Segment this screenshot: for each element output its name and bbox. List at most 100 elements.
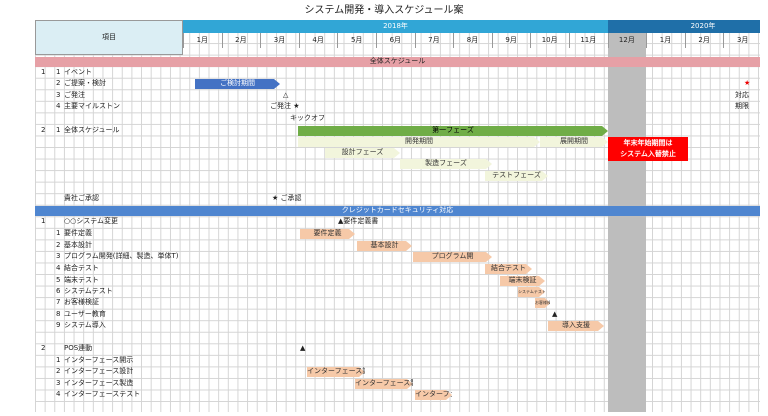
year-label: 2020年 [690, 22, 716, 30]
phase-bar [413, 252, 492, 262]
row-sub-number: 2 [56, 367, 61, 375]
row-label: POS連動 [64, 344, 93, 352]
phase-label: インターフェース設計 [307, 367, 365, 375]
milestone-mark: ご発注 ★ [270, 102, 300, 110]
row-sub-number: 7 [56, 298, 61, 306]
phase-bar [307, 367, 365, 377]
phase-label: 開発期間 [405, 137, 433, 145]
phase-label: インターフェース製造 [355, 379, 413, 387]
item-header: 項目 [102, 33, 116, 41]
section-title: クレジットカードセキュリティ対応 [341, 206, 454, 214]
notice-text: システム入替禁止 [620, 150, 676, 158]
row-number: 2 [41, 344, 46, 352]
title: システム開発・導入スケジュール案 [304, 5, 464, 16]
row-sub-number: 9 [56, 321, 61, 329]
phase-label: 要件定義 [313, 229, 342, 237]
row-number: 1 [41, 217, 46, 225]
row-sub-number: 3 [56, 91, 61, 99]
phase-bar [548, 321, 604, 331]
row-sub-number: 4 [56, 264, 61, 272]
month-cell [260, 33, 299, 48]
row-label: 要件定義 [64, 229, 92, 237]
phase-bar [485, 264, 532, 274]
phase-bar [298, 126, 608, 136]
phase-bar [300, 229, 355, 239]
milestone-mark: キックオフ [290, 114, 325, 122]
month-label: 1月 [659, 36, 672, 44]
phase-bar [518, 287, 545, 297]
year-band [183, 20, 608, 33]
milestone-mark: △ [283, 91, 289, 99]
section-band [35, 206, 760, 216]
phase-bar [415, 390, 452, 400]
row-label: 基本設計 [64, 241, 92, 249]
milestone-mark: ★ [744, 79, 751, 87]
phase-label: インターフェーステスト [415, 390, 452, 398]
row-number: 1 [41, 68, 46, 76]
month-label: 6月 [389, 36, 402, 44]
row-label: インターフェース開示 [64, 356, 134, 364]
section-band [35, 57, 760, 67]
phase-bar [195, 79, 280, 89]
month-cell [183, 33, 222, 48]
phase-bar [535, 298, 550, 308]
month-cell [298, 33, 338, 48]
month-label: 1月 [196, 36, 209, 44]
month-label: 4月 [312, 36, 324, 44]
row-sub-number: 4 [56, 390, 61, 398]
milestone-mark: ★ ご承認 [272, 194, 302, 202]
phase-label: 結合テスト [491, 264, 526, 272]
month-cell [684, 33, 724, 48]
row-sub-number: 8 [56, 310, 61, 318]
month-label: 2月 [698, 36, 710, 44]
month-cell [723, 33, 762, 48]
row-number: 2 [41, 126, 46, 134]
row-label: インターフェース製造 [64, 379, 134, 387]
row-label: インターフェース設計 [64, 367, 134, 375]
row-label: システムテスト [64, 287, 113, 295]
year-band [608, 20, 760, 33]
row-label: イベント [64, 68, 92, 76]
month-cell [491, 33, 531, 48]
phase-bar [400, 159, 492, 169]
month-cell [221, 33, 261, 48]
month-cell [453, 33, 492, 48]
notice-text: 年末年始期間は [623, 139, 673, 147]
row-label: ご提案・検討 [64, 79, 106, 87]
row-sub-number: 2 [56, 241, 61, 249]
month-label: 11月 [580, 36, 597, 44]
holiday-column [608, 33, 646, 412]
month-label: 3月 [273, 36, 286, 44]
row-sub-number: 2 [56, 79, 61, 87]
phase-label: 端末検証 [508, 276, 537, 284]
phase-label: プログラム開 [431, 252, 474, 260]
phase-bar [357, 241, 412, 251]
month-label: 10月 [541, 36, 558, 44]
row-sub-number: 1 [56, 229, 61, 237]
notice-box [608, 137, 688, 161]
row-label: システム導入 [64, 321, 106, 329]
row-label: お客様検証 [64, 298, 99, 306]
phase-label: 第一フェーズ [432, 126, 474, 134]
month-cell [337, 33, 376, 48]
phase-label: システムテスト [518, 289, 545, 294]
milestone-mark: ▲要件定義書 [338, 217, 379, 225]
month-cell [646, 33, 685, 48]
month-cell [414, 33, 454, 48]
phase-bar [325, 148, 400, 158]
row-label: ご発注 [64, 91, 85, 99]
milestone-mark: ▲ [552, 310, 558, 318]
month-label: 5月 [350, 36, 363, 44]
phase-label: 基本設計 [370, 241, 399, 249]
row-label: 端末テスト [64, 276, 99, 284]
month-label: 2月 [235, 36, 247, 44]
month-cell [607, 33, 647, 48]
month-cell [569, 33, 608, 48]
milestone-mark: 期限 [735, 102, 749, 110]
row-label: プログラム開発(詳細、製造、単体T) [64, 252, 179, 260]
row-sub-number: 4 [56, 102, 61, 110]
month-label: 8月 [466, 36, 479, 44]
month-label: 7月 [428, 36, 440, 44]
phase-label: お客様検証 [535, 300, 550, 305]
